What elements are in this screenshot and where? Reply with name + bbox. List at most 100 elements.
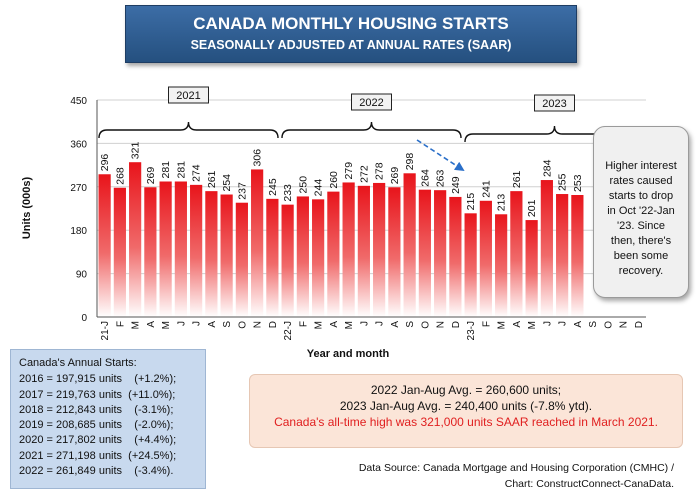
bar bbox=[220, 194, 233, 317]
annual-row: 2019 = 208,685 units (-2.0%); bbox=[19, 419, 174, 432]
bar bbox=[113, 187, 126, 317]
x-tick-label: M bbox=[527, 321, 538, 329]
bar bbox=[342, 182, 355, 317]
bar-value-label: 261 bbox=[511, 170, 523, 188]
bar bbox=[235, 202, 248, 317]
bar-value-label: 269 bbox=[145, 167, 157, 185]
bar bbox=[251, 169, 264, 317]
bar-value-label: 249 bbox=[450, 176, 462, 194]
x-tick-label: J bbox=[176, 321, 187, 326]
bar bbox=[510, 191, 523, 317]
annual-row: 2020 = 217,802 units (+4.4%); bbox=[19, 434, 177, 447]
bar-value-label: 215 bbox=[465, 193, 477, 211]
x-tick-label: J bbox=[558, 321, 569, 326]
interest-rate-callout: Higher interest rates caused starts to d… bbox=[593, 126, 689, 298]
x-tick-label: M bbox=[344, 321, 355, 329]
bar bbox=[266, 198, 279, 317]
bar bbox=[174, 181, 187, 317]
annual-row: 2016 = 197,915 units (+1.2%); bbox=[19, 373, 177, 386]
x-tick-label: A bbox=[146, 321, 157, 328]
bar-value-label: 201 bbox=[526, 199, 538, 217]
bar bbox=[403, 173, 416, 317]
bar-value-label: 245 bbox=[267, 178, 279, 196]
bar-value-label: 272 bbox=[358, 165, 370, 183]
trend-arrow bbox=[416, 139, 465, 172]
y-tick-label: 450 bbox=[70, 96, 87, 107]
x-tick-label: M bbox=[497, 321, 508, 329]
bar bbox=[205, 191, 218, 317]
annual-row: 2018 = 212,843 units (-3.1%); bbox=[19, 403, 174, 416]
bar-value-label: 278 bbox=[374, 162, 386, 180]
x-tick-label: O bbox=[420, 321, 431, 329]
x-tick-label: 21-J bbox=[100, 321, 111, 340]
year-brace bbox=[98, 121, 279, 139]
bar bbox=[129, 162, 142, 317]
x-tick-label: 22-J bbox=[283, 321, 294, 340]
annual-row: 2021 = 271,198 units (+24.5%); bbox=[19, 449, 177, 462]
chart-subtitle: SEASONALLY ADJUSTED AT ANNUAL RATES (SAA… bbox=[190, 38, 512, 52]
x-tick-label: M bbox=[314, 321, 325, 329]
x-tick-label: D bbox=[451, 321, 462, 328]
bar-value-label: 254 bbox=[221, 174, 233, 192]
bar bbox=[571, 194, 584, 317]
callout-line: rates caused bbox=[609, 175, 673, 187]
x-tick-label: O bbox=[603, 321, 614, 329]
source-line: Data Source: Canada Mortgage and Housing… bbox=[358, 462, 674, 474]
y-tick-label: 360 bbox=[70, 139, 87, 150]
y-tick-label: 180 bbox=[70, 226, 87, 237]
annual-row: 2017 = 219,763 units (+11.0%); bbox=[19, 388, 176, 401]
x-tick-label: S bbox=[405, 321, 416, 328]
bar-value-label: 253 bbox=[572, 174, 584, 192]
x-tick-label: A bbox=[207, 321, 218, 328]
bar bbox=[312, 199, 325, 317]
bar-value-label: 298 bbox=[404, 153, 416, 171]
x-tick-label: M bbox=[131, 321, 142, 329]
callout-line: Higher interest bbox=[605, 160, 677, 172]
bar bbox=[357, 185, 370, 317]
chart-title: CANADA MONTHLY HOUSING STARTS bbox=[193, 14, 509, 33]
bar-value-label: 261 bbox=[206, 170, 218, 188]
bar-value-label: 274 bbox=[191, 164, 203, 182]
bar-value-label: 321 bbox=[130, 142, 142, 160]
x-tick-label: D bbox=[268, 321, 279, 328]
bar bbox=[434, 190, 447, 317]
bar-value-label: 281 bbox=[160, 161, 172, 179]
annual-row: 2022 = 261,849 units (-3.4%). bbox=[19, 465, 174, 478]
data-source: Data Source: Canada Mortgage and Housing… bbox=[318, 460, 674, 492]
bar bbox=[525, 220, 538, 317]
x-tick-label: D bbox=[634, 321, 645, 328]
x-tick-label: J bbox=[542, 321, 553, 326]
x-tick-label: A bbox=[512, 321, 523, 328]
x-tick-label: A bbox=[329, 321, 340, 328]
callout-line: in Oct '22-Jan bbox=[607, 205, 675, 217]
x-tick-label: J bbox=[375, 321, 386, 326]
bar-value-label: 237 bbox=[236, 182, 248, 200]
x-tick-label: F bbox=[298, 321, 309, 327]
x-tick-label: 23-J bbox=[466, 321, 477, 340]
bar-value-label: 241 bbox=[480, 180, 492, 198]
y-tick-label: 270 bbox=[70, 183, 87, 194]
x-tick-label: F bbox=[115, 321, 126, 327]
y-tick-label: 90 bbox=[76, 270, 88, 281]
source-line: Chart: ConstructConnect-CanaData. bbox=[504, 478, 674, 490]
callout-line: starts to drop bbox=[608, 190, 674, 202]
callout-line: then, there's bbox=[610, 235, 672, 247]
avg-2022: 2022 Jan-Aug Avg. = 260,600 units; bbox=[370, 383, 562, 397]
y-tick-label: 0 bbox=[81, 313, 87, 324]
bar-value-label: 263 bbox=[435, 169, 447, 187]
bar-value-label: 260 bbox=[328, 171, 340, 189]
x-tick-label: A bbox=[573, 321, 584, 328]
bar bbox=[540, 180, 553, 317]
x-tick-label: N bbox=[619, 321, 630, 328]
all-time-high-note: Canada's all-time high was 321,000 units… bbox=[274, 415, 658, 429]
year-brace bbox=[281, 121, 462, 139]
bar bbox=[556, 194, 569, 317]
bar-value-label: 281 bbox=[175, 161, 187, 179]
x-tick-label: S bbox=[588, 321, 599, 328]
bar-value-label: 284 bbox=[541, 159, 553, 177]
year-label-box bbox=[168, 86, 209, 104]
year-label: 2021 bbox=[176, 90, 200, 102]
bar bbox=[190, 184, 203, 317]
x-tick-label: N bbox=[436, 321, 447, 328]
